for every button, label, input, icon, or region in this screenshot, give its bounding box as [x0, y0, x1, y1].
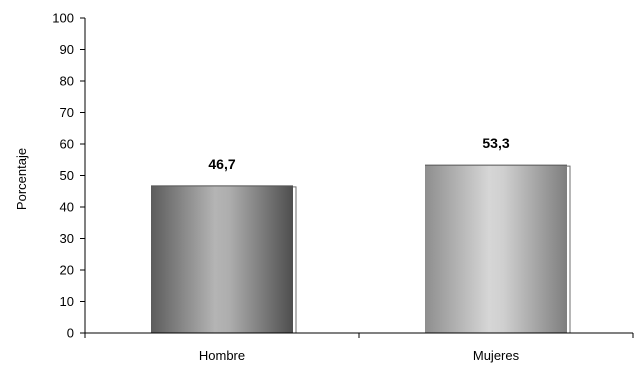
y-tick-label: 80: [60, 74, 74, 89]
x-tick-label: Mujeres: [473, 348, 520, 363]
x-axis-ticks: [84, 333, 634, 338]
y-tick-label: 10: [60, 294, 74, 309]
x-tick-label: Hombre: [199, 348, 245, 363]
y-tick-label: 50: [60, 168, 74, 183]
y-tick-label: 30: [60, 231, 74, 246]
y-tick-label: 20: [60, 263, 74, 278]
y-tick-label: 100: [52, 11, 74, 26]
bar: [425, 165, 567, 333]
y-axis-ticks: 0 10 20 30 40 50 60 70 80 90 100: [52, 11, 85, 341]
bars: [151, 164, 571, 334]
data-label: 46,7: [208, 156, 235, 172]
x-axis-labels: Hombre Mujeres: [199, 348, 520, 363]
y-axis-title: Porcentaje: [14, 148, 29, 210]
y-tick-label: 90: [60, 42, 74, 57]
data-labels: 46,7 53,3: [208, 135, 509, 172]
y-tick-label: 60: [60, 137, 74, 152]
y-tick-label: 0: [67, 326, 74, 341]
y-tick-label: 40: [60, 200, 74, 215]
data-label: 53,3: [482, 135, 509, 151]
y-tick-label: 70: [60, 105, 74, 120]
bar: [151, 185, 293, 333]
